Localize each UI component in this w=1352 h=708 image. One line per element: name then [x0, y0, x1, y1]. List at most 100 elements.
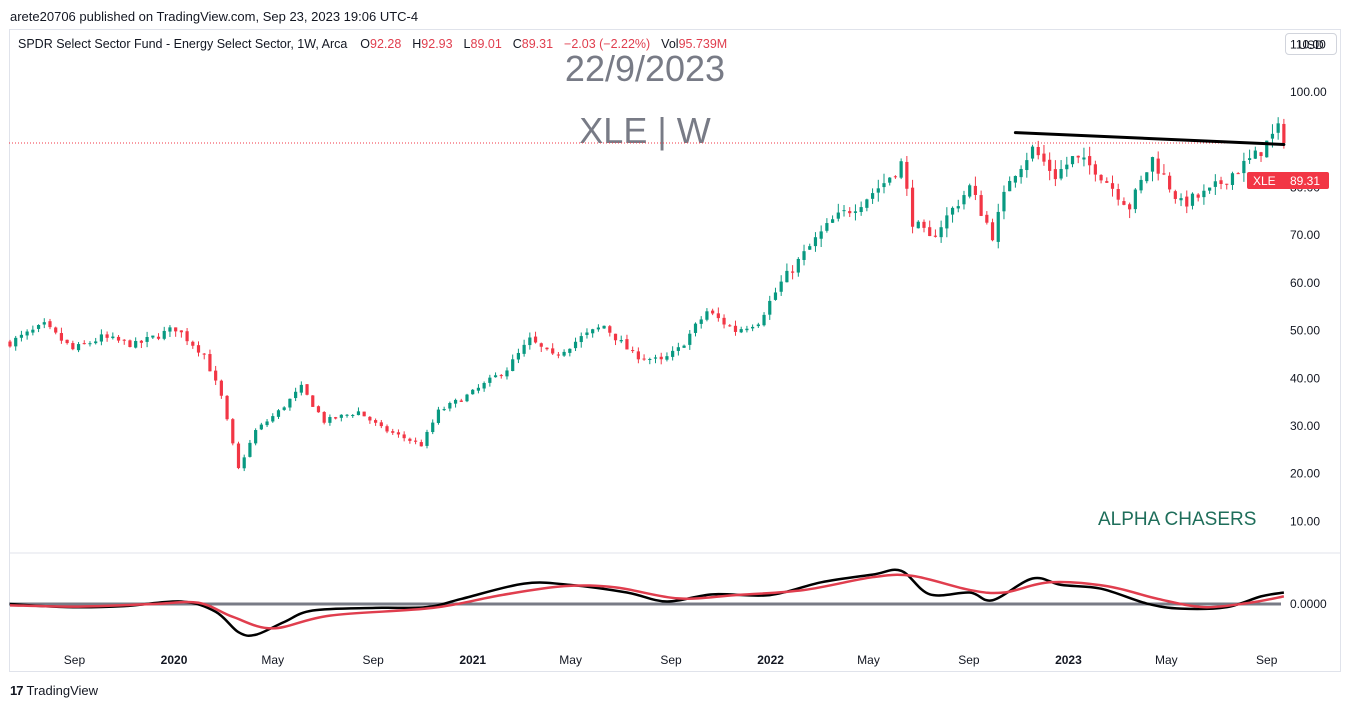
candle: [556, 352, 560, 359]
candle: [14, 335, 18, 351]
legend-change: −2.03 (−2.22%): [564, 37, 651, 51]
candle: [665, 352, 669, 362]
candle: [682, 344, 686, 348]
x-tick-label: 2022: [757, 653, 784, 667]
candle: [796, 257, 800, 277]
candle: [773, 287, 778, 301]
candle: [413, 437, 418, 445]
candle: [596, 324, 600, 332]
candle: [511, 354, 515, 372]
candle: [482, 381, 486, 392]
candle: [499, 373, 503, 379]
legend-high-value: 92.93: [421, 37, 453, 51]
candle: [973, 176, 978, 201]
candle: [1139, 175, 1143, 194]
candle: [36, 324, 41, 333]
candle: [459, 398, 463, 402]
candle: [1253, 146, 1257, 160]
candle: [699, 316, 703, 329]
candle: [791, 265, 795, 280]
candle: [214, 365, 218, 386]
candle: [94, 337, 98, 345]
candle: [922, 219, 926, 233]
y-tick-label: 20.00: [1290, 467, 1320, 481]
candle: [128, 339, 132, 348]
candle: [311, 395, 315, 407]
candle: [882, 173, 886, 194]
candle: [379, 419, 383, 429]
candle: [585, 328, 589, 339]
candle: [265, 419, 269, 428]
candle: [1196, 193, 1200, 202]
candle: [888, 177, 892, 186]
oscillator-zero-label: 0.0000: [1290, 597, 1327, 611]
legend-low-label: L: [463, 37, 471, 51]
candle: [865, 198, 869, 212]
x-tick-label: 2021: [459, 653, 486, 667]
x-tick-label: 2023: [1055, 653, 1082, 667]
candle: [476, 384, 481, 394]
candle: [248, 439, 252, 458]
x-tick-label: May: [261, 653, 284, 667]
watermark-date: 22/9/2023: [564, 48, 726, 89]
legend-open-value: 92.28: [370, 37, 402, 51]
candle: [116, 335, 121, 343]
candle: [71, 340, 75, 351]
candle: [419, 439, 423, 447]
candle: [288, 398, 292, 411]
candle: [813, 232, 818, 252]
candle: [608, 325, 612, 337]
candle: [1168, 172, 1172, 193]
candle: [453, 398, 458, 408]
symbol-legend: SPDR Select Sector Fund - Energy Select …: [18, 37, 727, 51]
candle: [876, 179, 880, 202]
candle: [1019, 165, 1023, 184]
y-tick-label: 30.00: [1290, 419, 1320, 433]
candle: [522, 339, 526, 357]
trendline[interactable]: [1013, 131, 1286, 146]
candle: [648, 357, 652, 365]
candle: [59, 327, 64, 344]
alpha-chasers-annotation: ALPHA CHASERS: [1098, 509, 1257, 530]
x-tick-label: May: [857, 653, 880, 667]
tradingview-logo-icon: 17: [10, 683, 24, 698]
candle: [785, 263, 789, 283]
candle: [351, 413, 355, 418]
candle: [945, 207, 949, 238]
candle: [305, 384, 309, 396]
candle: [905, 156, 909, 196]
candle: [990, 218, 995, 242]
candle: [619, 335, 623, 344]
candle: [1105, 177, 1109, 183]
candle: [42, 318, 46, 329]
candle: [1225, 183, 1229, 190]
candle: [1185, 190, 1189, 214]
candle: [568, 348, 572, 357]
candle: [653, 354, 658, 364]
tradingview-logo[interactable]: 17 TradingView: [10, 683, 98, 698]
y-tick-label: 40.00: [1290, 371, 1320, 385]
candle: [1219, 176, 1223, 190]
candle: [488, 374, 492, 387]
candle: [625, 334, 629, 350]
candle: [779, 275, 783, 296]
candle: [139, 339, 143, 349]
candle: [870, 188, 875, 204]
legend-high-label: H: [412, 37, 422, 51]
candle: [185, 327, 189, 346]
candle: [162, 326, 166, 341]
candle: [1099, 174, 1103, 184]
candle: [345, 413, 349, 418]
candle: [1070, 155, 1075, 168]
legend-name: SPDR Select Sector Fund - Energy Select …: [18, 37, 348, 51]
candle: [602, 325, 606, 329]
currency-button[interactable]: USD: [1285, 33, 1337, 55]
candle: [328, 414, 332, 426]
candle: [31, 325, 35, 336]
candle: [848, 207, 852, 218]
candle: [539, 342, 543, 353]
candle: [54, 326, 58, 335]
candle: [294, 387, 298, 402]
y-tick-label: 50.00: [1290, 324, 1320, 338]
